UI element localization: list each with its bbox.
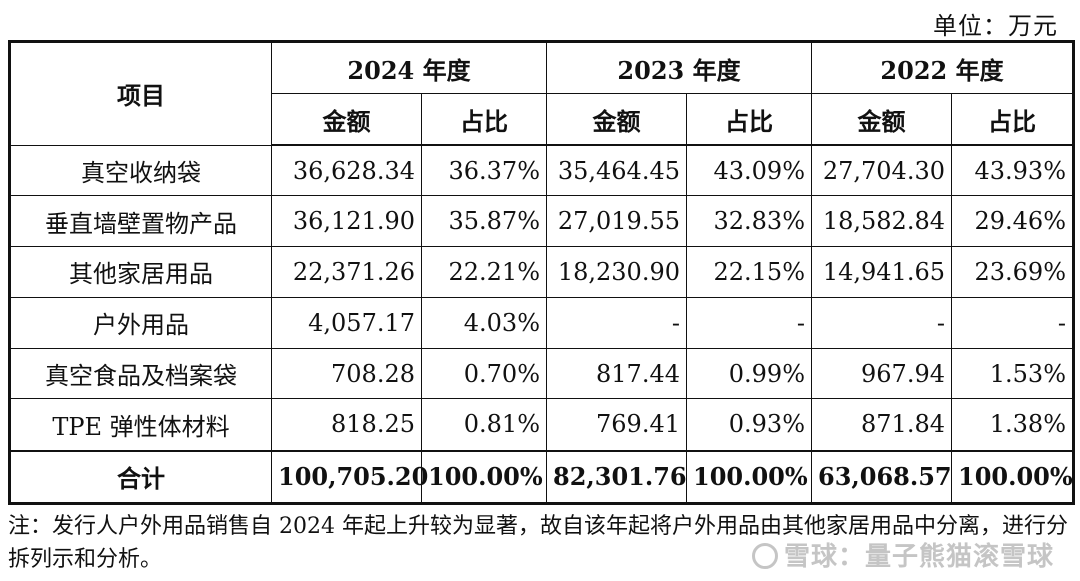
table-row: 真空收纳袋 36,628.34 36.37% 35,464.45 43.09% … <box>9 144 1074 197</box>
row-item: 其他家居用品 <box>9 246 272 298</box>
total-amount: 63,068.57 <box>811 449 952 504</box>
share-cell: 22.15% <box>686 246 812 298</box>
amount-cell: 36,121.90 <box>271 195 422 248</box>
table-row: 真空食品及档案袋 708.28 0.70% 817.44 0.99% 967.9… <box>9 347 1074 400</box>
amount-cell: 708.28 <box>271 347 422 400</box>
share-cell: 0.93% <box>686 398 812 451</box>
total-label: 合计 <box>9 449 272 504</box>
footnote: 注：发行人户外用品销售自 2024 年起上升较为显著，故自该年起将户外用品由其他… <box>8 514 1068 572</box>
share-cell: 43.09% <box>686 144 812 197</box>
amount-header: 金额 <box>811 93 952 146</box>
amount-cell: 18,582.84 <box>811 195 952 248</box>
total-amount: 100,705.20 <box>271 449 428 504</box>
total-amount: 82,301.76 <box>546 449 687 504</box>
table-row: 户外用品 4,057.17 4.03% - - - - <box>9 296 1074 349</box>
share-cell: 1.38% <box>951 398 1074 451</box>
share-cell: 29.46% <box>951 195 1074 248</box>
share-cell: 22.21% <box>421 246 547 298</box>
table-row: TPE 弹性体材料 818.25 0.81% 769.41 0.93% 871.… <box>9 398 1074 451</box>
share-cell: 0.70% <box>421 347 547 400</box>
amount-cell: 35,464.45 <box>546 144 687 197</box>
amount-cell: - <box>546 296 687 349</box>
revenue-table: 项目 2024 年度 2023 年度 2022 年度 金额 占比 金额 占比 金… <box>8 40 1075 505</box>
share-header: 占比 <box>951 93 1074 146</box>
total-share: 100.00% <box>951 449 1074 504</box>
header-row-metrics: 金额 占比 金额 占比 金额 占比 <box>10 93 1074 146</box>
watermark: 雪球：量子熊猫滚雪球 <box>751 536 1054 573</box>
amount-cell: 14,941.65 <box>811 246 952 298</box>
share-cell: 43.93% <box>951 144 1074 197</box>
total-share: 100.00% <box>686 449 812 504</box>
item-header: 项目 <box>9 41 272 146</box>
share-cell: - <box>686 296 812 349</box>
amount-cell: 27,704.30 <box>811 144 952 197</box>
share-cell: 32.83% <box>686 195 812 248</box>
share-cell: 35.87% <box>421 195 547 248</box>
row-item: 真空食品及档案袋 <box>9 347 272 400</box>
row-item: TPE 弹性体材料 <box>9 398 272 451</box>
amount-cell: 4,057.17 <box>271 296 422 349</box>
table-row: 垂直墙壁置物产品 36,121.90 35.87% 27,019.55 32.8… <box>9 195 1074 248</box>
share-header: 占比 <box>686 93 812 146</box>
amount-cell: - <box>811 296 952 349</box>
share-cell: - <box>951 296 1074 349</box>
header-row-years: 项目 2024 年度 2023 年度 2022 年度 <box>9 41 1074 146</box>
amount-header: 金额 <box>546 93 687 146</box>
amount-cell: 22,371.26 <box>271 246 422 298</box>
amount-cell: 817.44 <box>546 347 687 400</box>
share-cell: 23.69% <box>951 246 1074 298</box>
year-header: 2023 年度 <box>546 41 812 94</box>
amount-cell: 871.84 <box>811 398 952 451</box>
year-header: 2022 年度 <box>811 41 1074 94</box>
amount-cell: 967.94 <box>811 347 952 400</box>
row-item: 户外用品 <box>9 296 272 349</box>
unit-label: 单位：万元 <box>933 12 1058 40</box>
share-cell: 1.53% <box>951 347 1074 400</box>
share-cell: 4.03% <box>421 296 547 349</box>
share-header: 占比 <box>421 93 547 146</box>
row-item: 真空收纳袋 <box>9 144 272 197</box>
year-header: 2024 年度 <box>271 41 547 94</box>
share-cell: 0.99% <box>686 347 812 400</box>
amount-cell: 27,019.55 <box>546 195 687 248</box>
snowball-logo-icon <box>751 543 778 569</box>
amount-cell: 36,628.34 <box>271 144 422 197</box>
amount-cell: 769.41 <box>546 398 687 451</box>
total-row: 合计 100,705.20 100.00% 82,301.76 100.00% … <box>9 449 1074 504</box>
table-row: 其他家居用品 22,371.26 22.21% 18,230.90 22.15%… <box>9 246 1074 298</box>
amount-cell: 818.25 <box>271 398 422 451</box>
share-cell: 36.37% <box>421 144 547 197</box>
share-cell: 0.81% <box>421 398 547 451</box>
amount-header: 金额 <box>271 93 422 146</box>
row-item: 垂直墙壁置物产品 <box>9 195 272 248</box>
total-share: 100.00% <box>421 449 547 504</box>
amount-cell: 18,230.90 <box>546 246 687 298</box>
watermark-text: 雪球：量子熊猫滚雪球 <box>783 542 1054 572</box>
